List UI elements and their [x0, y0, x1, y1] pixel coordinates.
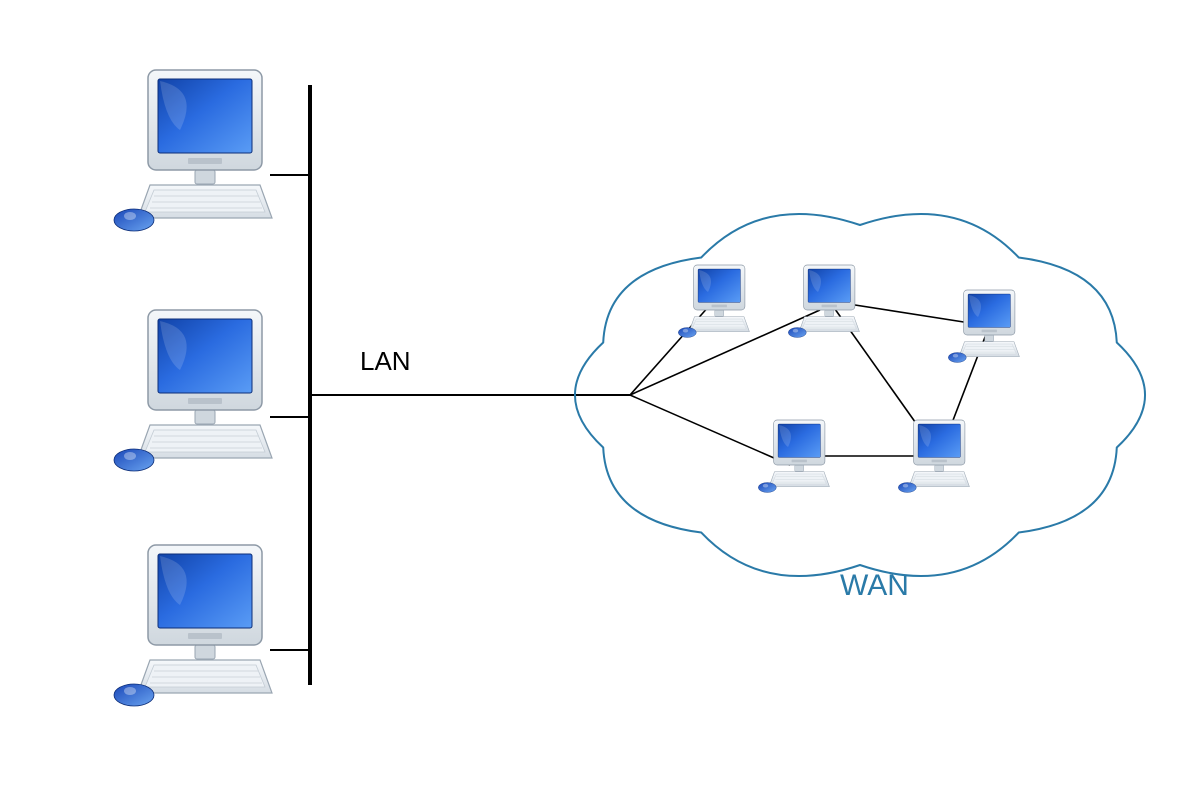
lan-computer-2	[114, 310, 272, 471]
wan-label: WAN	[840, 569, 909, 602]
wan-computer-3	[948, 290, 1019, 362]
wan-computer-2	[788, 265, 859, 337]
lan-computer-3	[114, 545, 272, 706]
network-diagram: LAN WAN	[0, 0, 1200, 800]
wan-fan-2	[630, 395, 790, 465]
nodes-layer	[114, 70, 1019, 706]
lan-label: LAN	[360, 346, 411, 376]
wan-computer-1	[678, 265, 749, 337]
cloud-layer	[575, 214, 1145, 576]
lan-computer-1	[114, 70, 272, 231]
wan-cloud	[575, 214, 1145, 576]
